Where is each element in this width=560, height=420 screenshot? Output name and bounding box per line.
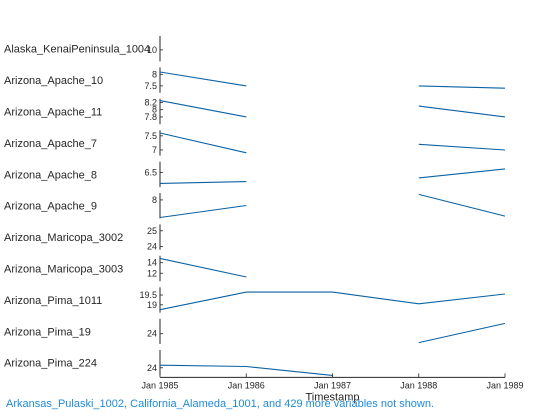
y-tick-label: 7 [152, 145, 157, 155]
lane-label: Arizona_Apache_11 [4, 107, 102, 119]
y-tick-label: 24 [147, 329, 157, 339]
y-tick-label: 25 [147, 226, 157, 236]
x-tick-label: Jan 1988 [400, 380, 437, 390]
y-tick-label: 24 [147, 242, 157, 252]
lane-label: Arizona_Maricopa_3002 [4, 232, 123, 244]
lane: Arizona_Apache_7 7.5 7 [4, 130, 506, 156]
lane-label: Alaska_KenaiPeninsula_1004 [4, 44, 150, 56]
x-tick-label: Jan 1987 [314, 380, 351, 390]
y-tick-label: 8.2 [144, 97, 157, 107]
y-tick-label: 12 [147, 268, 157, 278]
lane-label: Arizona_Pima_224 [4, 358, 97, 370]
y-tick-label: 8 [152, 105, 157, 115]
series-line [418, 322, 506, 344]
y-tick-label: 8 [152, 69, 157, 79]
lane-label: Arizona_Maricopa_3003 [4, 264, 123, 276]
lane: Arizona_Pima_19 24 [4, 318, 506, 344]
series-line [418, 168, 506, 179]
y-tick-label: 8 [152, 195, 157, 205]
y-tick-label: 19 [147, 300, 157, 310]
y-tick-label: 24 [147, 363, 157, 373]
series-line [159, 132, 247, 154]
series-line [159, 291, 506, 311]
lane-label: Arizona_Pima_1011 [4, 295, 102, 307]
hidden-variables-footnote: Arkansas_Pulaski_1002, California_Alamed… [6, 398, 435, 410]
series-line [159, 100, 247, 118]
x-tick-label: Jan 1985 [141, 380, 178, 390]
lane: Arizona_Apache_10 8 7.5 [4, 67, 506, 93]
lane: Arizona_Pima_224 24 [4, 350, 333, 376]
y-tick-label: 6.5 [144, 167, 157, 177]
lane-label: Arizona_Apache_8 [4, 169, 97, 181]
lane-label: Arizona_Pima_19 [4, 326, 91, 338]
x-tick-label: Jan 1986 [228, 380, 265, 390]
x-axis: Jan 1985 Jan 1986 Jan 1987 Jan 1988 Jan 1989 [141, 373, 524, 390]
lane: Arizona_Maricopa_3002 25 24 [4, 224, 163, 252]
y-tick-label: 7.8 [144, 112, 157, 122]
series-line [418, 85, 506, 89]
series-line [159, 364, 333, 376]
y-tick-label: 7.5 [144, 131, 157, 141]
series-line [418, 105, 506, 118]
series-line [159, 181, 247, 184]
lane: Arizona_Apache_9 8 [4, 193, 506, 219]
y-tick-label: 7.5 [144, 81, 157, 91]
x-tick-label: Jan 1989 [486, 380, 523, 390]
series-line [159, 71, 247, 87]
y-tick-label: 14 [147, 258, 157, 268]
series-line [418, 143, 506, 151]
lane-label: Arizona_Apache_10 [4, 75, 103, 87]
series-line [418, 193, 506, 217]
lane: Arizona_Apache_11 8.287.8 [4, 97, 506, 125]
lane-label: Arizona_Apache_7 [4, 138, 97, 150]
series-line [159, 204, 247, 219]
lane-label: Arizona_Apache_9 [4, 201, 97, 213]
series-line [159, 257, 247, 278]
lane: Arizona_Pima_1011 19.519 [4, 287, 506, 313]
x-axis-title: Timestamp [306, 391, 360, 403]
y-tick-label: 19.5 [139, 290, 157, 300]
lane: Arizona_Apache_8 6.5 [4, 161, 506, 187]
y-tick-label: 10 [147, 45, 157, 55]
